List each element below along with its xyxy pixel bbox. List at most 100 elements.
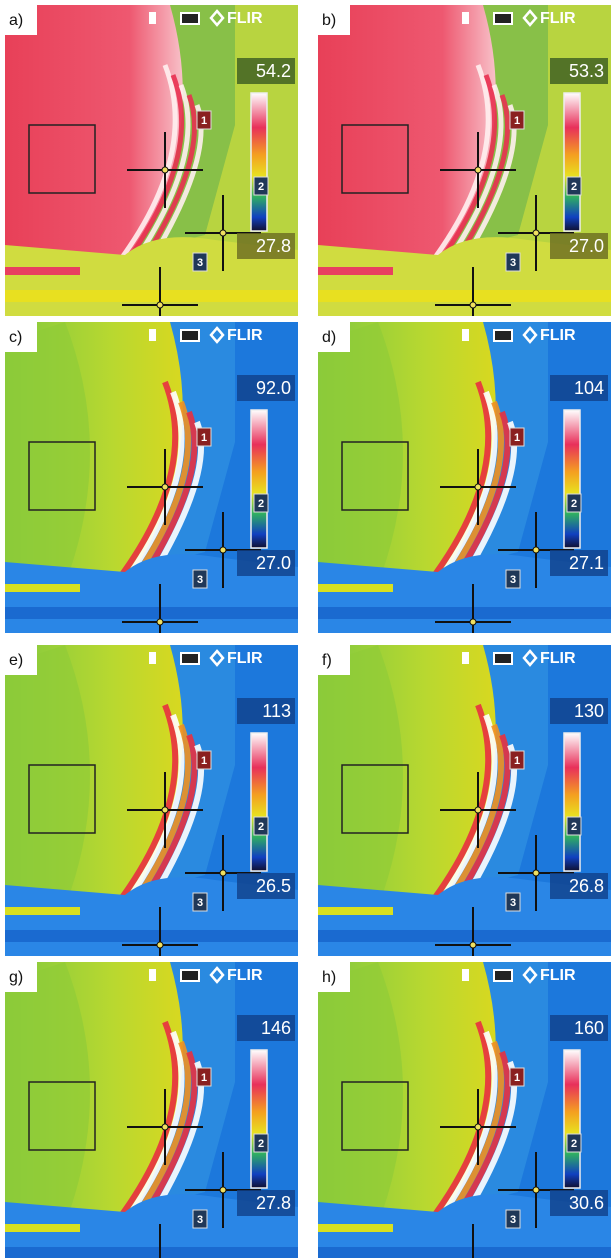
wheel-inner: [318, 962, 403, 1224]
crosshair-center: [162, 484, 168, 490]
ground-stripe: [5, 1224, 80, 1232]
color-scale: [251, 1050, 267, 1188]
brand: FLIR: [540, 10, 576, 27]
spot-label: 2: [571, 821, 577, 833]
max-temp: 160: [574, 1018, 604, 1038]
thermal-panel: 16030.6123FLIRh): [318, 962, 611, 1258]
wheel-inner: [5, 322, 90, 584]
spot-label: 2: [258, 181, 264, 193]
min-temp: 26.8: [569, 876, 604, 896]
crosshair-center: [533, 870, 539, 876]
crosshair-center: [470, 619, 476, 625]
battery-icon: [149, 652, 156, 664]
card-icon: [181, 330, 199, 341]
min-temp: 26.5: [256, 876, 291, 896]
brand: FLIR: [227, 10, 263, 27]
brand: FLIR: [227, 327, 263, 344]
panel-label: d): [322, 329, 336, 346]
min-temp: 27.8: [256, 236, 291, 256]
spot-label: 2: [258, 821, 264, 833]
color-scale: [251, 410, 267, 548]
panel-label: f): [322, 652, 332, 669]
min-temp: 27.0: [569, 236, 604, 256]
crosshair-center: [157, 619, 163, 625]
spot-label: 1: [201, 755, 207, 767]
spot-label: 3: [197, 897, 203, 909]
spot-label: 1: [201, 115, 207, 127]
color-scale: [564, 1050, 580, 1188]
brand: FLIR: [540, 327, 576, 344]
card-icon: [494, 13, 512, 24]
spot-label: 3: [510, 574, 516, 586]
panel-label: a): [9, 12, 23, 29]
spot-label: 1: [201, 1072, 207, 1084]
panel-label: h): [322, 969, 336, 986]
ground-band: [5, 290, 298, 302]
panel-label: c): [9, 329, 22, 346]
brand: FLIR: [540, 650, 576, 667]
card-icon: [181, 13, 199, 24]
battery-icon: [462, 969, 469, 981]
brand: FLIR: [540, 967, 576, 984]
wheel-inner: [5, 645, 90, 907]
spot-label: 1: [514, 755, 520, 767]
crosshair-center: [162, 167, 168, 173]
ground-band: [5, 1247, 298, 1258]
card-icon: [181, 653, 199, 664]
max-temp: 113: [262, 701, 291, 721]
color-scale: [564, 733, 580, 871]
spot-label: 3: [197, 574, 203, 586]
spot-label: 3: [197, 257, 203, 269]
thermal-panel: 92.027.0123FLIRc): [5, 322, 298, 660]
ground-band: [5, 607, 298, 619]
thermal-panel: 53.327.0123FLIRb): [318, 5, 611, 343]
ground-band: [318, 290, 611, 302]
panel-label: b): [322, 12, 336, 29]
min-temp: 27.8: [256, 1193, 291, 1213]
card-icon: [181, 970, 199, 981]
crosshair-center: [220, 1187, 226, 1193]
ground-band: [318, 1247, 611, 1258]
wheel-inner: [318, 645, 403, 907]
spot-label: 1: [514, 115, 520, 127]
spot-label: 2: [571, 498, 577, 510]
ground-stripe: [5, 584, 80, 592]
brand: FLIR: [227, 967, 263, 984]
color-scale: [564, 93, 580, 231]
wheel-inner: [5, 962, 90, 1224]
spot-label: 2: [258, 1138, 264, 1150]
battery-icon: [149, 329, 156, 341]
panel-label: g): [9, 969, 23, 986]
crosshair-center: [220, 547, 226, 553]
min-temp: 30.6: [569, 1193, 604, 1213]
ground-band: [318, 607, 611, 619]
battery-icon: [462, 329, 469, 341]
card-icon: [494, 970, 512, 981]
crosshair-center: [533, 230, 539, 236]
spot-label: 2: [571, 1138, 577, 1150]
max-temp: 130: [574, 701, 604, 721]
spot-label: 1: [514, 432, 520, 444]
max-temp: 53.3: [569, 61, 604, 81]
spot-label: 3: [197, 1214, 203, 1226]
color-scale: [564, 410, 580, 548]
crosshair-center: [533, 547, 539, 553]
crosshair-center: [470, 942, 476, 948]
ground-stripe: [5, 907, 80, 915]
brand: FLIR: [227, 650, 263, 667]
min-temp: 27.1: [569, 553, 604, 573]
battery-icon: [149, 12, 156, 24]
card-icon: [494, 653, 512, 664]
crosshair-center: [162, 807, 168, 813]
ground-band: [5, 930, 298, 942]
max-temp: 104: [574, 378, 604, 398]
crosshair-center: [220, 230, 226, 236]
spot-label: 3: [510, 1214, 516, 1226]
thermal-panel: 104 27.1 1 2 3 FLIR d): [318, 322, 611, 660]
ground-stripe: [318, 1224, 393, 1232]
spot-label: 3: [510, 257, 516, 269]
